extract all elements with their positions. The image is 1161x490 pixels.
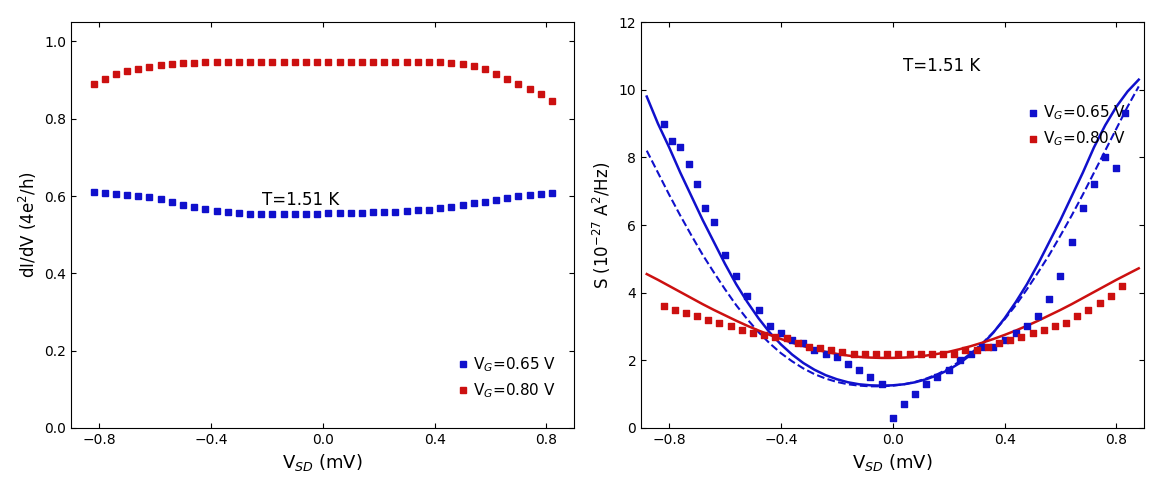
Point bbox=[1084, 180, 1103, 188]
Point bbox=[733, 326, 751, 334]
Point bbox=[973, 343, 991, 351]
Point bbox=[985, 343, 1003, 351]
Point bbox=[895, 400, 914, 408]
Point bbox=[933, 349, 952, 357]
Point bbox=[1068, 313, 1087, 320]
Point bbox=[900, 349, 918, 357]
Point bbox=[788, 340, 807, 347]
Point bbox=[777, 334, 795, 342]
Point bbox=[772, 329, 791, 337]
Point bbox=[810, 344, 829, 352]
Text: T=1.51 K: T=1.51 K bbox=[262, 191, 340, 209]
Point bbox=[1112, 282, 1131, 290]
Point bbox=[1040, 295, 1059, 303]
Point bbox=[755, 331, 773, 339]
Point bbox=[794, 340, 813, 347]
X-axis label: V$_{SD}$ (mV): V$_{SD}$ (mV) bbox=[852, 452, 933, 473]
Y-axis label: dI/dV (4e$^{2}$/h): dI/dV (4e$^{2}$/h) bbox=[16, 172, 38, 278]
Point bbox=[1051, 272, 1069, 280]
Point bbox=[738, 292, 757, 300]
Point bbox=[760, 322, 779, 330]
Point bbox=[679, 160, 698, 168]
Point bbox=[1090, 299, 1109, 307]
Point bbox=[872, 380, 890, 388]
Point bbox=[878, 349, 896, 357]
Point bbox=[906, 390, 924, 398]
Point bbox=[1001, 336, 1019, 344]
Point bbox=[1102, 292, 1120, 300]
Point bbox=[850, 367, 868, 374]
Point bbox=[1023, 329, 1041, 337]
Point bbox=[861, 373, 880, 381]
Point bbox=[989, 340, 1008, 347]
Point bbox=[1029, 313, 1047, 320]
Point bbox=[800, 343, 819, 351]
Point bbox=[783, 336, 801, 344]
Point bbox=[979, 343, 997, 351]
Point bbox=[939, 367, 958, 374]
Point bbox=[715, 251, 734, 259]
Point bbox=[816, 349, 835, 357]
Point bbox=[665, 306, 684, 314]
Point bbox=[828, 353, 846, 361]
Point bbox=[945, 349, 964, 357]
Point bbox=[727, 272, 745, 280]
Point bbox=[838, 360, 857, 368]
Point bbox=[677, 309, 695, 317]
Point bbox=[867, 349, 886, 357]
Point bbox=[1018, 322, 1037, 330]
Point bbox=[655, 302, 673, 310]
Point bbox=[928, 373, 946, 381]
Point bbox=[889, 349, 908, 357]
Point bbox=[995, 336, 1014, 344]
Point bbox=[1007, 329, 1025, 337]
Point bbox=[711, 319, 729, 327]
Point bbox=[1034, 326, 1053, 334]
Point bbox=[1057, 319, 1075, 327]
Point bbox=[957, 346, 975, 354]
Point bbox=[1079, 306, 1097, 314]
Y-axis label: S (10$^{-27}$ A$^{2}$/Hz): S (10$^{-27}$ A$^{2}$/Hz) bbox=[591, 162, 613, 289]
Point bbox=[671, 144, 690, 151]
Point bbox=[917, 380, 936, 388]
Point bbox=[1108, 164, 1126, 171]
Point bbox=[967, 346, 986, 354]
Point bbox=[856, 349, 874, 357]
Point bbox=[806, 346, 824, 354]
Point bbox=[1046, 322, 1065, 330]
Point bbox=[744, 329, 763, 337]
Point bbox=[911, 349, 930, 357]
Point bbox=[1116, 110, 1134, 118]
Point bbox=[961, 349, 980, 357]
Point bbox=[951, 356, 969, 364]
Legend: V$_G$=0.65 V, V$_G$=0.80 V: V$_G$=0.65 V, V$_G$=0.80 V bbox=[459, 355, 556, 400]
Point bbox=[705, 218, 723, 225]
Legend: V$_G$=0.65 V, V$_G$=0.80 V: V$_G$=0.65 V, V$_G$=0.80 V bbox=[1029, 103, 1126, 148]
X-axis label: V$_{SD}$ (mV): V$_{SD}$ (mV) bbox=[282, 452, 363, 473]
Point bbox=[1012, 333, 1031, 341]
Point bbox=[687, 180, 706, 188]
Point bbox=[1074, 204, 1093, 212]
Point bbox=[1096, 153, 1115, 161]
Point bbox=[699, 316, 717, 323]
Point bbox=[655, 120, 673, 127]
Point bbox=[663, 137, 682, 145]
Point bbox=[721, 322, 740, 330]
Point bbox=[766, 333, 785, 341]
Point bbox=[844, 349, 863, 357]
Text: T=1.51 K: T=1.51 K bbox=[903, 57, 980, 75]
Point bbox=[697, 204, 715, 212]
Point bbox=[749, 306, 767, 314]
Point bbox=[822, 346, 841, 354]
Point bbox=[923, 349, 942, 357]
Point bbox=[687, 313, 706, 320]
Point bbox=[1062, 238, 1081, 246]
Point bbox=[834, 348, 852, 356]
Point bbox=[884, 414, 902, 422]
